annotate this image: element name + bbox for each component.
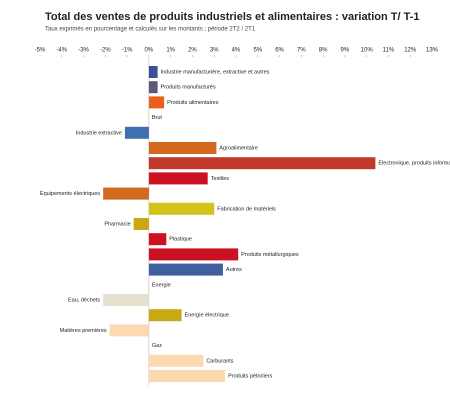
bar — [148, 142, 217, 154]
bar-label: Autres — [226, 267, 242, 273]
bar — [148, 370, 226, 382]
x-tick-label: 12% — [404, 48, 417, 54]
bar — [148, 202, 215, 215]
bar — [109, 324, 149, 337]
chart-title: Total des ventes de produits industriels… — [45, 11, 420, 23]
bar — [148, 248, 239, 261]
bar-label: Brut — [152, 115, 163, 121]
bar-label: Eau, déchets — [68, 297, 100, 303]
bar-label: Pharmacie — [104, 221, 130, 227]
bar-label: Matières premières — [60, 328, 107, 334]
bar-label: Produits manufacturés — [161, 85, 216, 91]
x-tick-label: 13% — [426, 48, 439, 54]
bar-label: Gaz — [152, 343, 162, 349]
bar-label: Plastique — [169, 237, 192, 243]
bar — [103, 294, 149, 306]
x-tick-label: 7% — [297, 48, 306, 54]
x-tick-label: 5% — [253, 48, 262, 54]
x-tick-label: 1% — [166, 48, 175, 54]
bar — [148, 157, 376, 170]
bar-label: Agroalimentaire — [219, 145, 258, 151]
bar-label: Industrie manufacturière, extractive et … — [161, 69, 270, 75]
x-tick-label: -5% — [35, 48, 46, 54]
x-tick-label: -1% — [122, 48, 133, 54]
bar-label: Équipements électriques — [40, 190, 100, 197]
x-tick-label: 10% — [361, 48, 374, 54]
bar — [148, 263, 223, 276]
bar — [148, 309, 182, 322]
bar-label: Fabrication de matériels — [217, 206, 276, 212]
x-tick-label: 8% — [319, 48, 328, 54]
bar-label: Produits pétroliers — [228, 373, 273, 379]
bar — [148, 81, 158, 94]
x-tick-label: 11% — [383, 48, 395, 54]
x-tick-label: 6% — [275, 48, 284, 54]
bar — [148, 66, 158, 78]
x-tick-label: 9% — [341, 48, 350, 54]
chart-subtitle: Taux exprimés en pourcentage et calculés… — [45, 27, 256, 33]
x-tick-label: 3% — [210, 48, 219, 54]
bar — [133, 218, 149, 230]
bar-label: Produits métallurgiques — [241, 252, 299, 258]
bar-label: Énergie électrique — [185, 312, 229, 319]
x-tick-label: 0% — [145, 48, 154, 54]
bar-label: Textiles — [211, 176, 230, 182]
bar — [103, 187, 149, 200]
bar — [148, 172, 208, 185]
x-tick-label: 4% — [232, 48, 241, 54]
x-tick-label: 2% — [188, 48, 197, 54]
x-tick-label: -4% — [56, 48, 67, 54]
bar — [148, 354, 204, 367]
bar — [124, 126, 149, 139]
x-tick-label: -3% — [78, 48, 89, 54]
bar-label: Électronique, produits informatiques — [378, 160, 450, 167]
x-tick-label: -2% — [100, 48, 111, 54]
bar — [148, 233, 167, 246]
bar-label: Industrie extractive — [76, 130, 122, 136]
bar-label: Énergie — [152, 281, 171, 288]
bar-label: Produits alimentaires — [167, 100, 219, 106]
bar-label: Carburants — [206, 358, 233, 364]
bar — [148, 96, 165, 109]
